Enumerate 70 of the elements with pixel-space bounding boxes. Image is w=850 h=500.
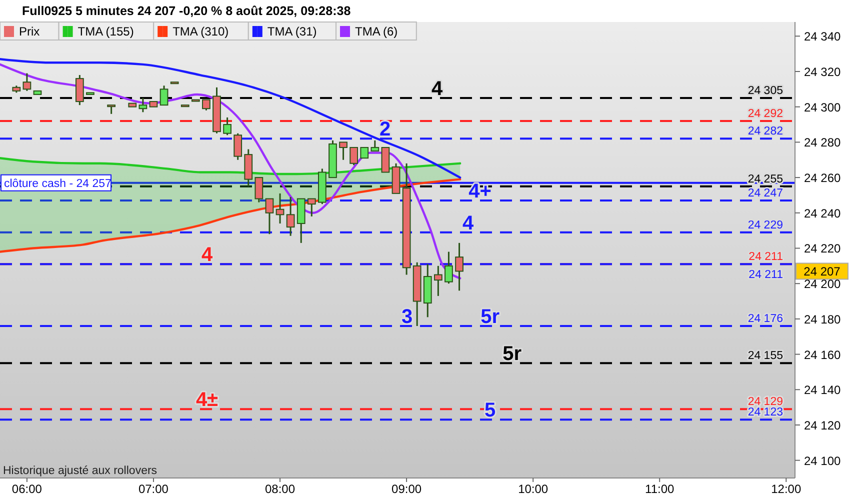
annotation: 2 [379, 118, 391, 141]
legend-label: TMA (310) [172, 24, 229, 38]
candlestick [75, 74, 84, 106]
chart-title: Full0925 5 minutes 24 207 -0,20 % 8 août 2025, 09:28:38 [22, 4, 351, 18]
x-tick-label: 10:00 [518, 482, 548, 496]
candlestick [254, 176, 264, 204]
y-tick-label: 24 160 [804, 348, 842, 362]
y-tick-label: 24 320 [804, 64, 842, 79]
ref-line-label: 24 282 [748, 126, 783, 138]
ref-line-label: 24 247 [748, 188, 783, 200]
ref-line-label: 24 176 [748, 313, 783, 325]
y-tick-label: 24 240 [804, 206, 842, 220]
candlestick [360, 146, 369, 159]
candlestick [339, 141, 348, 161]
annotation: 4 [431, 78, 444, 100]
candlestick [286, 196, 295, 237]
legend-label: TMA (6) [355, 24, 398, 38]
candlestick [138, 97, 148, 113]
ref-line-label: 24 211 [748, 269, 783, 282]
annotation: 4+ [468, 180, 492, 203]
line-series [0, 156, 462, 176]
ref-line-label: 24 292 [748, 108, 783, 120]
x-tick-label: 06:00 [12, 482, 42, 496]
y-tick-label: 24 100 [804, 454, 842, 468]
ref-line-label: 24 305 [748, 85, 783, 97]
candlestick [444, 251, 453, 284]
legend-label: Prix [19, 24, 40, 38]
legend-label: TMA (31) [267, 24, 317, 38]
candlestick [350, 146, 358, 166]
annotation: 4 [462, 212, 474, 234]
candlestick [434, 265, 442, 297]
candlestick [307, 198, 316, 218]
y-tick-label: 24 120 [804, 418, 842, 432]
x-tick-label: 09:00 [392, 482, 422, 496]
annotation: 5r [480, 306, 500, 328]
ref-line-label: 24 123 [748, 406, 783, 419]
candlestick [265, 198, 274, 235]
annotation: Historique ajusté aux rollovers [3, 465, 158, 477]
ref-line-label: 24 211 [748, 251, 783, 264]
candlestick [223, 116, 232, 136]
candlestick [202, 99, 210, 112]
candlestick [22, 72, 32, 92]
candlestick [370, 140, 380, 152]
candlestick [276, 192, 284, 224]
ref-line-label: 24 155 [748, 350, 783, 362]
ref-line-label: clôture cash - 24 257 [4, 178, 112, 190]
y-tick-label: 24 280 [804, 136, 842, 150]
y-tick-label: 24 180 [804, 312, 842, 326]
line-series [0, 63, 462, 280]
y-tick-label: 24 220 [804, 242, 842, 256]
y-tick-label: 24 260 [804, 171, 842, 186]
ref-line-label: 24 129 [748, 396, 783, 408]
annotation: 4 [201, 244, 214, 266]
legend-label: TMA (155) [78, 24, 134, 38]
y-tick-label: 24 300 [804, 100, 842, 114]
x-tick-label: 08:00 [265, 482, 296, 496]
x-tick-label: 11:00 [645, 482, 675, 496]
text: 24 207 [804, 264, 840, 279]
x-tick-label: 07:00 [138, 482, 169, 496]
annotation: 4± [196, 389, 218, 412]
x-tick-label: 12:00 [771, 482, 802, 496]
ref-line-label: 24 229 [748, 219, 783, 232]
candlestick [455, 242, 464, 292]
candlestick [160, 84, 168, 106]
y-tick-label: 24 340 [804, 30, 842, 44]
annotation: 3 [401, 306, 413, 328]
y-tick-label: 24 140 [804, 383, 842, 398]
candlestick [234, 132, 242, 161]
y-tick-label: 24 200 [804, 277, 842, 292]
annotation: 5r [502, 343, 522, 366]
